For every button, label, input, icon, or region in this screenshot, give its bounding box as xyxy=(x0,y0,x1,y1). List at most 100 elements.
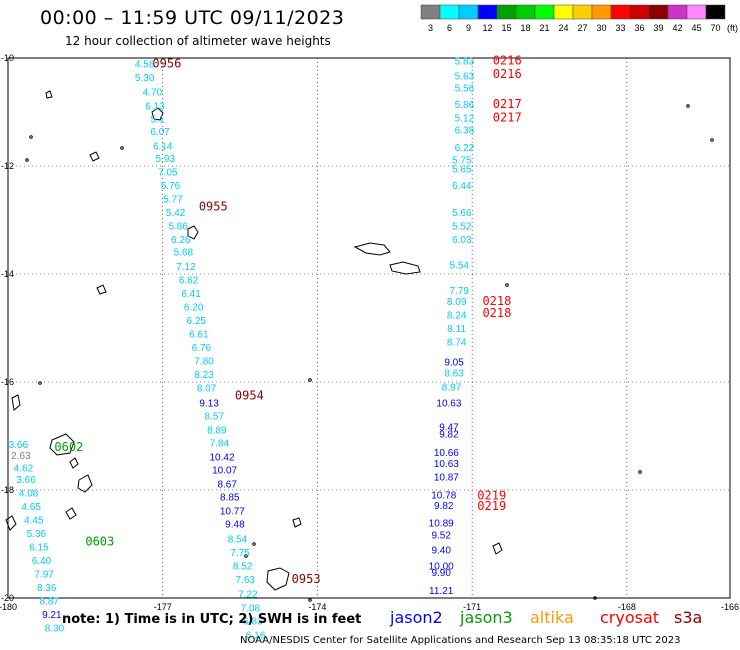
time-label: 0603 xyxy=(85,534,114,548)
satellite-altika: altika xyxy=(530,608,574,627)
swh-label: 10.63 xyxy=(434,459,459,470)
swh-label: 11.21 xyxy=(429,586,454,597)
x-tick-label: -171 xyxy=(463,602,481,612)
swh-label: 8.89 xyxy=(207,426,227,437)
island-dot xyxy=(252,542,256,546)
swh-label: 8.74 xyxy=(447,338,467,349)
island-dot xyxy=(29,135,33,139)
colorbar-swatch xyxy=(686,4,707,20)
swh-label: 7.22 xyxy=(238,590,258,601)
swh-label: 6.25 xyxy=(187,316,207,327)
island-dot xyxy=(25,158,29,162)
swh-label: 10.63 xyxy=(436,399,461,410)
chart-subtitle: 12 hour collection of altimeter wave hei… xyxy=(65,34,331,48)
satellite-cryosat: cryosat xyxy=(600,608,660,627)
swh-label: 8.52 xyxy=(233,562,253,573)
swh-label: 8.85 xyxy=(220,492,240,503)
island-dot xyxy=(120,146,124,150)
island-dot xyxy=(505,283,509,287)
island-outline xyxy=(389,261,421,275)
colorbar-swatch xyxy=(439,4,460,20)
swh-label: 8.30 xyxy=(45,624,65,635)
colorbar-label: 3 xyxy=(428,23,433,33)
swh-label: 10.87 xyxy=(434,473,459,484)
time-label: 0216 xyxy=(493,67,522,81)
swh-label: 6.07 xyxy=(150,127,170,138)
island-outline xyxy=(492,542,503,555)
swh-label: 6.40 xyxy=(32,556,52,567)
swh-label: 9.82 xyxy=(434,501,454,512)
swh-label: 10.42 xyxy=(210,453,235,464)
swh-label: 6.38 xyxy=(455,125,475,136)
swh-label: 10.89 xyxy=(429,518,454,529)
swh-label: 6.03 xyxy=(452,235,472,246)
swh-label: 5.75 xyxy=(452,156,472,167)
y-tick-label: -20 xyxy=(1,593,14,603)
colorbar-swatch xyxy=(629,4,650,20)
swh-label: 10.78 xyxy=(431,490,456,501)
swh-label: 6.13 xyxy=(145,102,165,113)
swh-label: 10.00 xyxy=(429,562,454,573)
swh-label: 5.65 xyxy=(452,165,472,176)
swh-label: 4.70 xyxy=(143,87,163,98)
satellite-jason2: jason2 xyxy=(390,608,443,627)
swh-label: 5.63 xyxy=(455,71,475,82)
island-outline xyxy=(96,284,107,295)
y-tick-label: -18 xyxy=(1,485,14,495)
swh-label: 8.07 xyxy=(197,383,217,394)
colorbar-swatch xyxy=(515,4,536,20)
swh-label: 8.11 xyxy=(447,324,466,335)
swh-label: 6.15 xyxy=(29,543,49,554)
x-tick-label: -180 xyxy=(0,602,17,612)
colorbar-swatch xyxy=(610,4,631,20)
colorbar-swatch xyxy=(420,4,441,20)
colorbar-label: 42 xyxy=(672,23,682,33)
swh-label: 5.30 xyxy=(135,73,155,84)
colorbar-label: 9 xyxy=(466,23,471,33)
swh-label: 4.08 xyxy=(19,489,39,500)
swh-label: 8.54 xyxy=(228,535,248,546)
time-label: 0219 xyxy=(477,499,506,513)
swh-label: 5.56 xyxy=(455,84,475,95)
swh-label: 9.48 xyxy=(225,519,245,530)
swh-label: 2.63 xyxy=(11,451,31,462)
swh-label: 6.26 xyxy=(171,235,191,246)
island-outline xyxy=(266,567,290,591)
swh-label: 6.20 xyxy=(184,302,204,313)
swh-label: 9.47 xyxy=(439,422,459,433)
island-outline xyxy=(69,457,79,469)
y-tick-label: -16 xyxy=(1,377,14,387)
map-frame xyxy=(7,57,731,599)
swh-label: 7.12 xyxy=(176,262,196,273)
island-outline xyxy=(45,90,53,99)
satellite-s3a: s3a xyxy=(674,608,703,627)
time-label: 0954 xyxy=(235,389,264,403)
swh-label: 8.36 xyxy=(37,583,57,594)
swh-label: 7.97 xyxy=(34,570,54,581)
colorbar-label: 6 xyxy=(447,23,452,33)
island-outline xyxy=(151,107,164,121)
swh-label: 3.66 xyxy=(16,475,36,486)
footer-credit: NOAA/NESDIS Center for Satellite Applica… xyxy=(240,635,681,646)
swh-label: 5.76 xyxy=(161,181,181,192)
time-label: 0955 xyxy=(199,200,228,214)
time-label: 0218 xyxy=(482,306,511,320)
colorbar-swatch xyxy=(553,4,574,20)
time-label: 0956 xyxy=(152,56,181,70)
time-label: 0218 xyxy=(482,294,511,308)
colorbar-label: 30 xyxy=(596,23,606,33)
swh-label: 5.52 xyxy=(452,221,472,232)
colorbar-label: 18 xyxy=(520,23,530,33)
swh-label: 9.40 xyxy=(431,545,451,556)
island-dot xyxy=(638,470,642,474)
colorbar-swatch xyxy=(705,4,726,20)
island-dot xyxy=(38,381,42,385)
swh-label: 8.97 xyxy=(442,382,462,393)
swh-label: 7.80 xyxy=(194,356,214,367)
x-tick-label: -174 xyxy=(308,602,326,612)
swh-label: 7.63 xyxy=(235,575,255,586)
swh-label: 5.66 xyxy=(452,208,472,219)
colorbar-label: 45 xyxy=(691,23,701,33)
swh-label: 4.45 xyxy=(24,516,44,527)
